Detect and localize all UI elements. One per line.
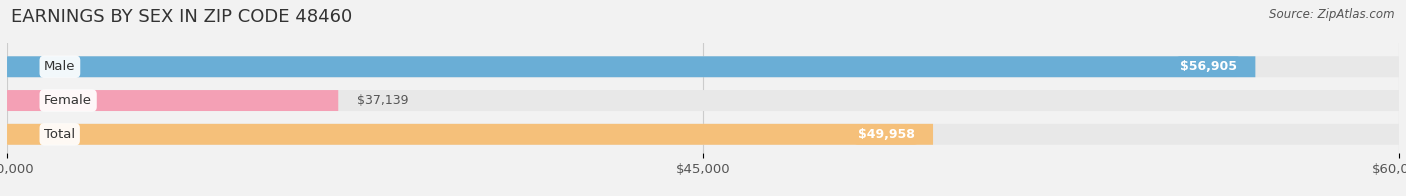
- Text: $49,958: $49,958: [858, 128, 914, 141]
- Text: $37,139: $37,139: [357, 94, 408, 107]
- FancyBboxPatch shape: [7, 56, 1256, 77]
- FancyBboxPatch shape: [7, 124, 1399, 145]
- Text: Total: Total: [44, 128, 76, 141]
- Text: Source: ZipAtlas.com: Source: ZipAtlas.com: [1270, 8, 1395, 21]
- FancyBboxPatch shape: [7, 56, 1399, 77]
- FancyBboxPatch shape: [7, 124, 934, 145]
- Text: EARNINGS BY SEX IN ZIP CODE 48460: EARNINGS BY SEX IN ZIP CODE 48460: [11, 8, 353, 26]
- FancyBboxPatch shape: [7, 90, 1399, 111]
- FancyBboxPatch shape: [7, 90, 339, 111]
- Text: Male: Male: [44, 60, 76, 73]
- Text: $56,905: $56,905: [1180, 60, 1237, 73]
- Text: Female: Female: [44, 94, 93, 107]
